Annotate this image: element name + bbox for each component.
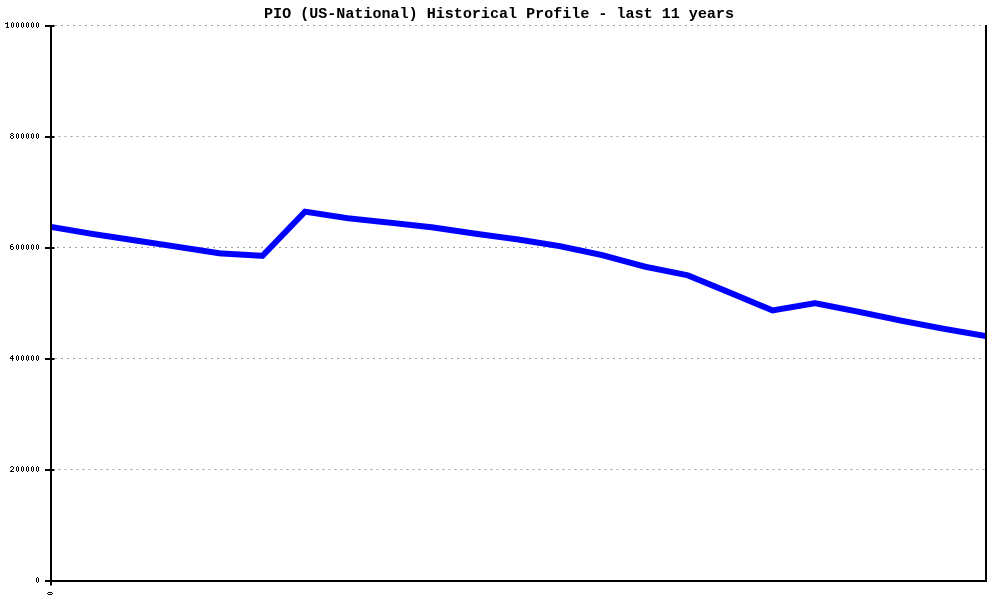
svg-text:PIO (US-National) Historical P: PIO (US-National) Historical Profile - l… xyxy=(264,6,734,23)
